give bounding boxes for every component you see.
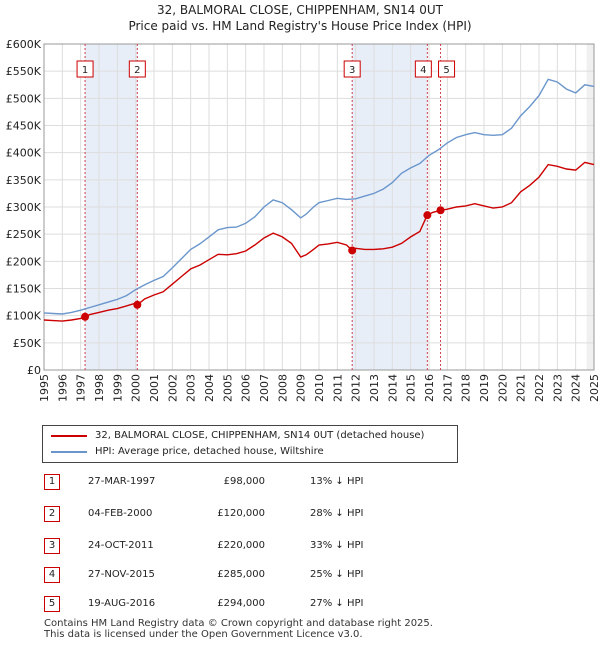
x-tick-label: 2019 [478,374,491,402]
y-tick-label: £250K [6,228,42,241]
y-axis-ticks: £0 £50K £100K £150K £200K £250K £300K £350K £400… [6,38,42,377]
legend-swatch-property [51,435,87,437]
transaction-number: 5 [44,596,60,612]
transaction-box-label: 1 [82,65,88,76]
y-tick-label: £300K [6,201,42,214]
x-tick-label: 2021 [515,374,528,402]
transaction-labels: 1 2 3 4 5 [76,60,456,78]
x-tick-label: 2007 [258,374,271,402]
x-tick-label: 1995 [38,374,51,402]
x-tick-label: 2016 [423,374,436,402]
chart-title-line1: 32, BALMORAL CLOSE, CHIPPENHAM, SN14 0UT [157,3,443,17]
transaction-number: 1 [44,474,60,490]
sale-point [81,312,90,321]
x-tick-label: 2005 [221,374,234,402]
transaction-date: 19-AUG-2016 [88,598,156,609]
x-tick-label: 1996 [56,374,69,402]
transaction-price: £98,000 [223,476,265,487]
x-tick-label: 2010 [313,374,326,402]
sale-point [423,211,432,220]
price-chart: 1 2 3 4 5 £0 £50K £100K £150K £200K £250K £300K £35… [6,38,600,402]
x-tick-label: 2017 [441,374,454,402]
footer-line2: This data is licensed under the Open Gov… [44,629,363,640]
x-tick-label: 2001 [148,374,161,402]
transaction-date: 27-NOV-2015 [88,569,155,580]
x-tick-label: 1997 [75,374,88,402]
transaction-number: 3 [44,538,60,554]
transaction-hpi-diff: 27% ↓ HPI [310,598,364,609]
x-tick-label: 2000 [130,374,143,402]
transaction-box-label: 3 [349,65,355,76]
transaction-number: 2 [44,506,60,522]
footer-attribution: Contains HM Land Registry data © Crown c… [44,618,433,640]
transaction-number: 4 [44,567,60,583]
transaction-hpi-diff: 28% ↓ HPI [310,508,364,519]
legend-label-property: 32, BALMORAL CLOSE, CHIPPENHAM, SN14 0UT… [95,430,425,441]
footer-line1: Contains HM Land Registry data © Crown c… [44,618,433,629]
hpi-line [43,78,595,315]
sale-points [81,206,445,321]
x-tick-label: 2009 [295,374,308,402]
transaction-box-label: 2 [134,65,140,76]
transaction-price: £285,000 [217,569,265,580]
plot-frame [43,43,595,371]
x-tick-label: 2006 [240,374,253,402]
transaction-box [76,60,94,78]
y-tick-label: £50K [13,337,42,350]
transaction-hpi-diff: 25% ↓ HPI [310,569,364,580]
y-tick-label: £550K [6,65,42,78]
transaction-hpi-diff: 13% ↓ HPI [310,476,364,487]
y-tick-label: £150K [6,283,42,296]
y-tick-label: £500K [6,92,42,105]
transaction-price: £120,000 [217,508,265,519]
transaction-box [343,60,361,78]
x-tick-label: 2011 [331,374,344,402]
y-tick-label: £400K [6,147,42,160]
legend-swatch-hpi [51,451,87,453]
transaction-price: £220,000 [217,540,265,551]
x-tick-label: 2020 [496,374,509,402]
transaction-box [438,60,456,78]
transaction-box [128,60,146,78]
x-tick-label: 1998 [93,374,106,402]
y-tick-label: £100K [6,310,42,323]
x-tick-label: 2024 [570,374,583,402]
transaction-box-label: 4 [420,65,426,76]
chart-title-line2: Price paid vs. HM Land Registry's House … [128,19,472,33]
y-tick-label: £200K [6,255,42,268]
x-tick-label: 2013 [368,374,381,402]
transaction-hpi-diff: 33% ↓ HPI [310,540,364,551]
x-tick-label: 2003 [185,374,198,402]
transaction-date: 24-OCT-2011 [88,540,154,551]
legend-label-hpi: HPI: Average price, detached house, Wilt… [95,446,324,457]
x-tick-label: 2012 [350,374,363,402]
sale-point [436,206,445,215]
x-tick-label: 1999 [111,374,124,402]
transaction-date: 04-FEB-2000 [88,508,153,519]
x-tick-label: 2023 [551,374,564,402]
transaction-date: 27-MAR-1997 [88,476,156,487]
sale-point [133,300,142,309]
legend: 32, BALMORAL CLOSE, CHIPPENHAM, SN14 0UT… [42,425,458,463]
y-tick-label: £600K [6,38,42,51]
transaction-box [414,60,432,78]
x-tick-label: 2018 [460,374,473,402]
x-tick-label: 2025 [588,374,600,402]
transaction-price: £294,000 [217,598,265,609]
x-tick-label: 2014 [386,374,399,402]
y-tick-label: £0 [27,364,41,377]
sale-point [348,246,357,255]
x-axis-ticks: 1995 1996 1997 1998 1999 2000 2001 2002 2003 2004… [38,374,600,402]
grid-lines [43,43,595,371]
x-tick-label: 2002 [166,374,179,402]
x-tick-label: 2004 [203,374,216,402]
x-tick-label: 2015 [405,374,418,402]
series-lines [43,78,595,322]
y-tick-label: £450K [6,120,42,133]
y-tick-label: £350K [6,174,42,187]
transaction-box-label: 5 [443,65,449,76]
property-line [43,161,595,322]
x-tick-label: 2022 [533,374,546,402]
x-tick-label: 2008 [276,374,289,402]
